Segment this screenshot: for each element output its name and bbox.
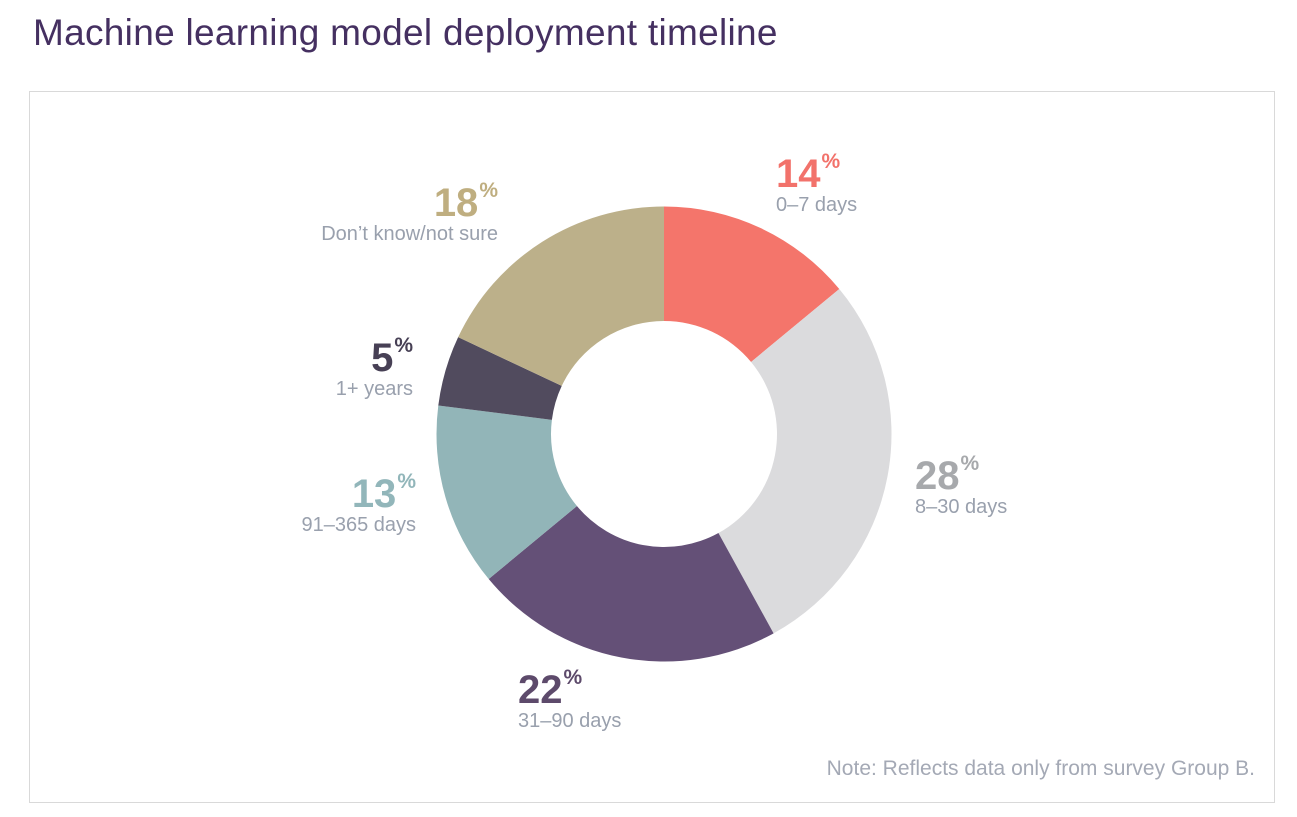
- segment-label-1: 28% 8–30 days: [915, 452, 1008, 519]
- donut-segment-2: [488, 506, 774, 662]
- segment-label-0: 14% 0–7 days: [776, 150, 858, 217]
- segment-percent: 13%: [351, 470, 416, 516]
- donut-segment-1: [718, 288, 892, 634]
- segment-category: Don’t know/not sure: [321, 223, 498, 245]
- donut-segment-5: [458, 206, 664, 386]
- segment-label-3: 13% 91–365 days: [301, 470, 416, 537]
- chart-note: Note: Reflects data only from survey Gro…: [826, 757, 1255, 780]
- page-title: Machine learning model deployment timeli…: [33, 12, 778, 53]
- donut-segment-0: [664, 206, 840, 362]
- segment-percent: 28%: [915, 452, 980, 498]
- segment-label-4: 5% 1+ years: [335, 334, 413, 401]
- segment-percent: 18%: [433, 179, 498, 225]
- donut-segment-3: [436, 405, 577, 580]
- donut-segment-4: [438, 337, 562, 420]
- segment-category: 31–90 days: [518, 710, 622, 732]
- segment-percent: 14%: [776, 150, 841, 196]
- segment-category: 0–7 days: [776, 194, 858, 216]
- segment-category: 1+ years: [335, 378, 413, 400]
- segment-category: 8–30 days: [915, 496, 1008, 518]
- segment-percent: 5%: [371, 334, 413, 380]
- segment-label-2: 22% 31–90 days: [518, 666, 622, 733]
- segment-category: 91–365 days: [301, 514, 416, 536]
- segment-label-5: 18% Don’t know/not sure: [321, 179, 498, 246]
- segment-percent: 22%: [518, 666, 583, 712]
